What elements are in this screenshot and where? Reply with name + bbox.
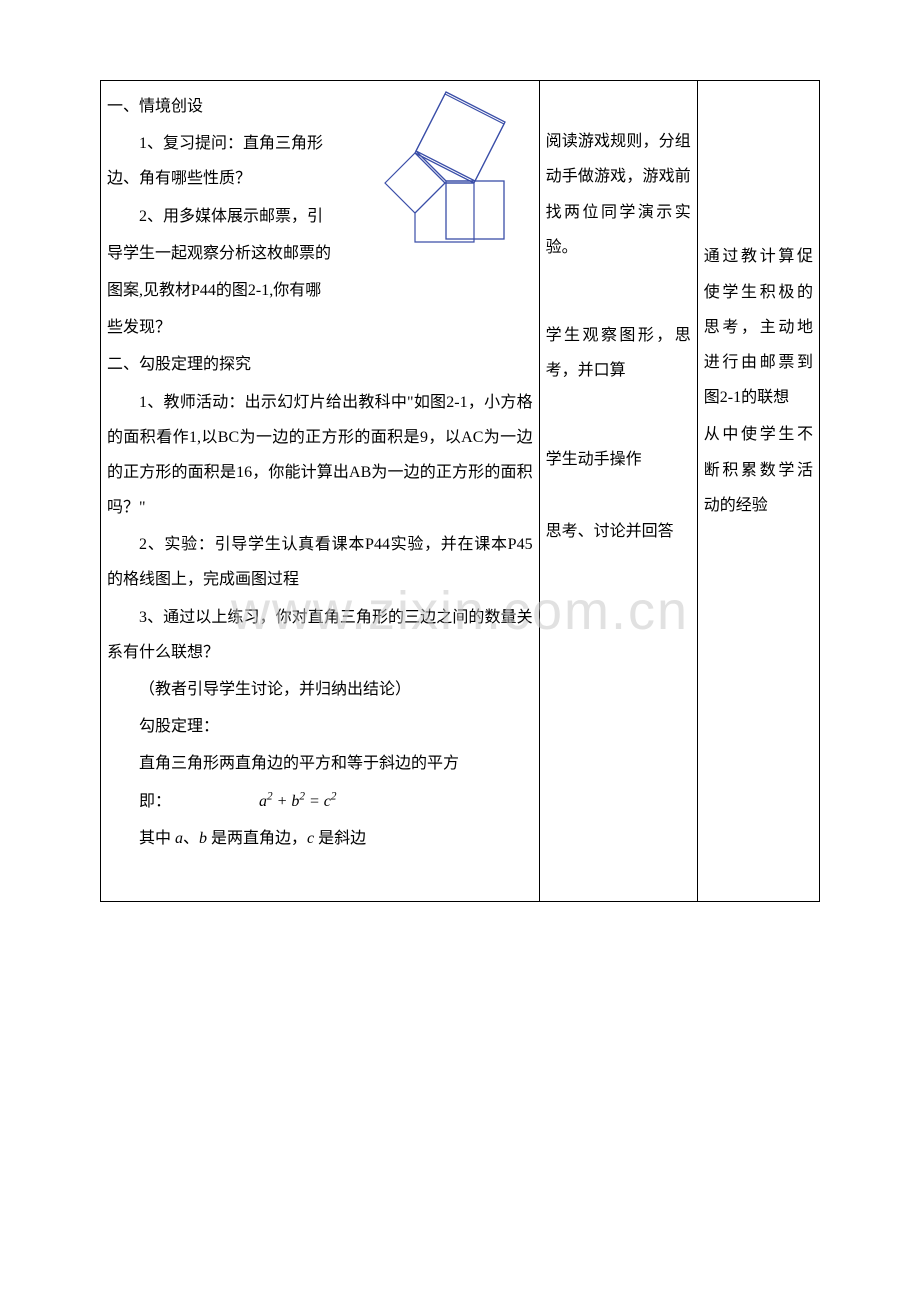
col2-cell: 阅读游戏规则，分组动手做游戏，游戏前找两位同学演示实验。 学生观察图形，思考，并… (539, 81, 697, 902)
formula-prefix: 即： (139, 793, 171, 810)
para-activity-2: 2、实验：引导学生认真看课本P44实验，并在课本P45的格线图上，完成画图过程 (107, 527, 533, 597)
geometry-diagram (359, 89, 529, 259)
theorem-title: 勾股定理： (107, 709, 533, 744)
col1-cell: 一、情境创设 1、复习提问：直角三角形边、角有哪些性质？ 2、用多媒体展示邮票，… (101, 81, 540, 902)
pythagoras-formula: a2 + b2 = c2 (259, 793, 336, 810)
para-stamp-c: 图案,见教材P44的图2-1,你有哪 (107, 273, 533, 308)
col3-cell: 通过教计算促使学生积极的思考，主动地进行由邮票到图2-1的联想 从中使学生不断积… (697, 81, 819, 902)
col3-block1: 通过教计算促使学生积极的思考，主动地进行由邮票到图2-1的联想 (704, 239, 813, 415)
formula-line: 即： a2 + b2 = c2 (107, 784, 533, 819)
para-stamp-d: 些发现？ (107, 310, 533, 345)
para-teacher-note: （教者引导学生讨论，并归纳出结论） (107, 672, 533, 707)
section-heading-2: 二、勾股定理的探究 (107, 347, 533, 382)
col3-block2: 从中使学生不断积累数学活动的经验 (704, 417, 813, 523)
theorem-statement: 直角三角形两直角边的平方和等于斜边的平方 (107, 746, 533, 781)
para-activity-3: 3、通过以上练习，你对直角三角形的三边之间的数量关系有什么联想？ (107, 600, 533, 670)
col2-block3: 学生动手操作 (546, 442, 691, 477)
table-row: 一、情境创设 1、复习提问：直角三角形边、角有哪些性质？ 2、用多媒体展示邮票，… (101, 81, 820, 902)
col2-block1: 阅读游戏规则，分组动手做游戏，游戏前找两位同学演示实验。 (546, 124, 691, 265)
col2-block4: 思考、讨论并回答 (546, 514, 691, 549)
content-table: 一、情境创设 1、复习提问：直角三角形边、角有哪些性质？ 2、用多媒体展示邮票，… (100, 80, 820, 902)
col2-block2: 学生观察图形，思考，并口算 (546, 318, 691, 388)
vars-explain: 其中 a、b 是两直角边，c 是斜边 (107, 821, 533, 856)
para-activity-1: 1、教师活动：出示幻灯片给出教科中"如图2-1，小方格的面积看作1,以BC为一边… (107, 385, 533, 526)
